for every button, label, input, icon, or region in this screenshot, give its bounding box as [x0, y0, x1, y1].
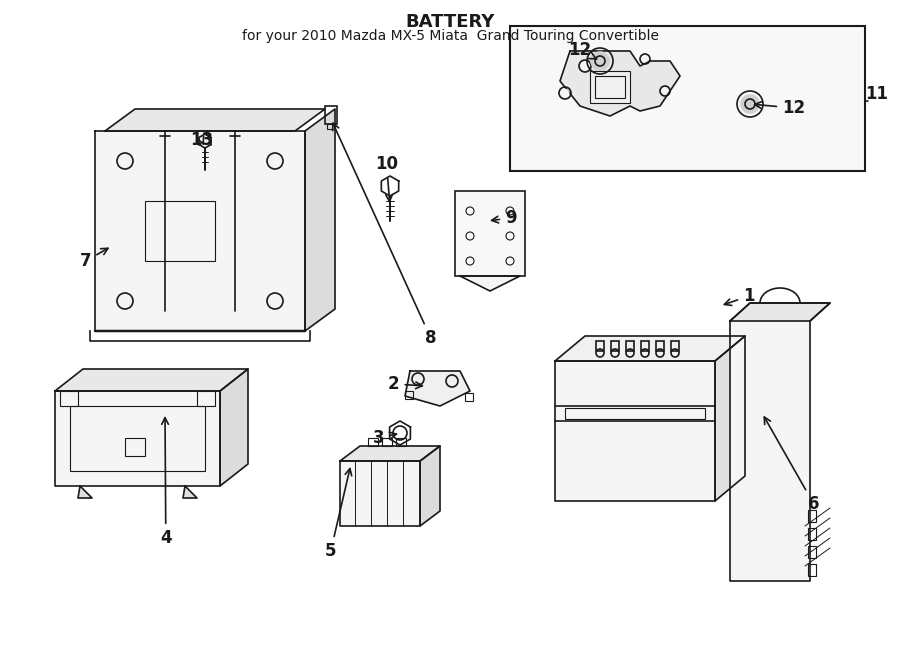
- Circle shape: [642, 56, 648, 62]
- Polygon shape: [730, 303, 830, 581]
- Text: 2: 2: [388, 375, 422, 393]
- Bar: [596, 341, 604, 351]
- Text: 3: 3: [373, 429, 397, 447]
- Polygon shape: [340, 461, 420, 526]
- Polygon shape: [715, 336, 745, 501]
- Bar: [368, 438, 378, 446]
- Bar: [808, 510, 816, 522]
- Bar: [641, 341, 649, 351]
- Bar: [808, 564, 816, 576]
- Text: 10: 10: [375, 155, 398, 202]
- Text: 9: 9: [491, 209, 517, 227]
- Polygon shape: [460, 276, 520, 291]
- Bar: [626, 341, 634, 351]
- Circle shape: [581, 62, 589, 70]
- Circle shape: [591, 52, 609, 70]
- Bar: [125, 438, 145, 456]
- Polygon shape: [405, 371, 470, 406]
- Text: 5: 5: [325, 469, 352, 560]
- Bar: [455, 191, 525, 276]
- Bar: [382, 438, 392, 446]
- Polygon shape: [78, 486, 92, 498]
- Polygon shape: [95, 131, 305, 331]
- Bar: [325, 106, 337, 124]
- Polygon shape: [555, 361, 715, 501]
- Polygon shape: [105, 109, 325, 131]
- Bar: [611, 341, 619, 351]
- Text: 13: 13: [190, 131, 213, 149]
- Polygon shape: [420, 446, 440, 526]
- Bar: [510, 26, 865, 171]
- Polygon shape: [305, 109, 335, 331]
- Bar: [327, 124, 335, 129]
- Text: 6: 6: [764, 417, 820, 513]
- Bar: [60, 391, 78, 406]
- Text: 8: 8: [333, 123, 436, 347]
- Polygon shape: [730, 303, 830, 321]
- Text: 11: 11: [865, 85, 888, 103]
- Bar: [565, 408, 705, 419]
- Polygon shape: [55, 391, 220, 486]
- Bar: [455, 191, 525, 276]
- Text: 1: 1: [724, 287, 754, 305]
- Polygon shape: [555, 336, 745, 361]
- Circle shape: [662, 88, 668, 94]
- Text: 7: 7: [80, 249, 108, 270]
- Bar: [405, 391, 413, 399]
- Bar: [70, 406, 205, 471]
- Text: 4: 4: [160, 418, 172, 547]
- Polygon shape: [55, 369, 248, 391]
- Text: for your 2010 Mazda MX-5 Miata  Grand Touring Convertible: for your 2010 Mazda MX-5 Miata Grand Tou…: [241, 29, 659, 43]
- Bar: [465, 393, 473, 401]
- Bar: [808, 528, 816, 540]
- Polygon shape: [560, 51, 680, 116]
- Bar: [396, 438, 406, 446]
- Bar: [808, 546, 816, 558]
- Polygon shape: [340, 446, 440, 461]
- Circle shape: [561, 89, 569, 97]
- Circle shape: [741, 95, 759, 113]
- Polygon shape: [220, 369, 248, 486]
- Polygon shape: [183, 486, 197, 498]
- Bar: [671, 341, 679, 351]
- Text: 12: 12: [754, 99, 806, 117]
- Bar: [145, 201, 215, 261]
- Text: 12: 12: [568, 41, 597, 59]
- Bar: [595, 76, 625, 98]
- Bar: [656, 341, 664, 351]
- Bar: [510, 26, 865, 171]
- Bar: [590, 71, 630, 103]
- Bar: [197, 391, 215, 406]
- Text: BATTERY: BATTERY: [405, 13, 495, 31]
